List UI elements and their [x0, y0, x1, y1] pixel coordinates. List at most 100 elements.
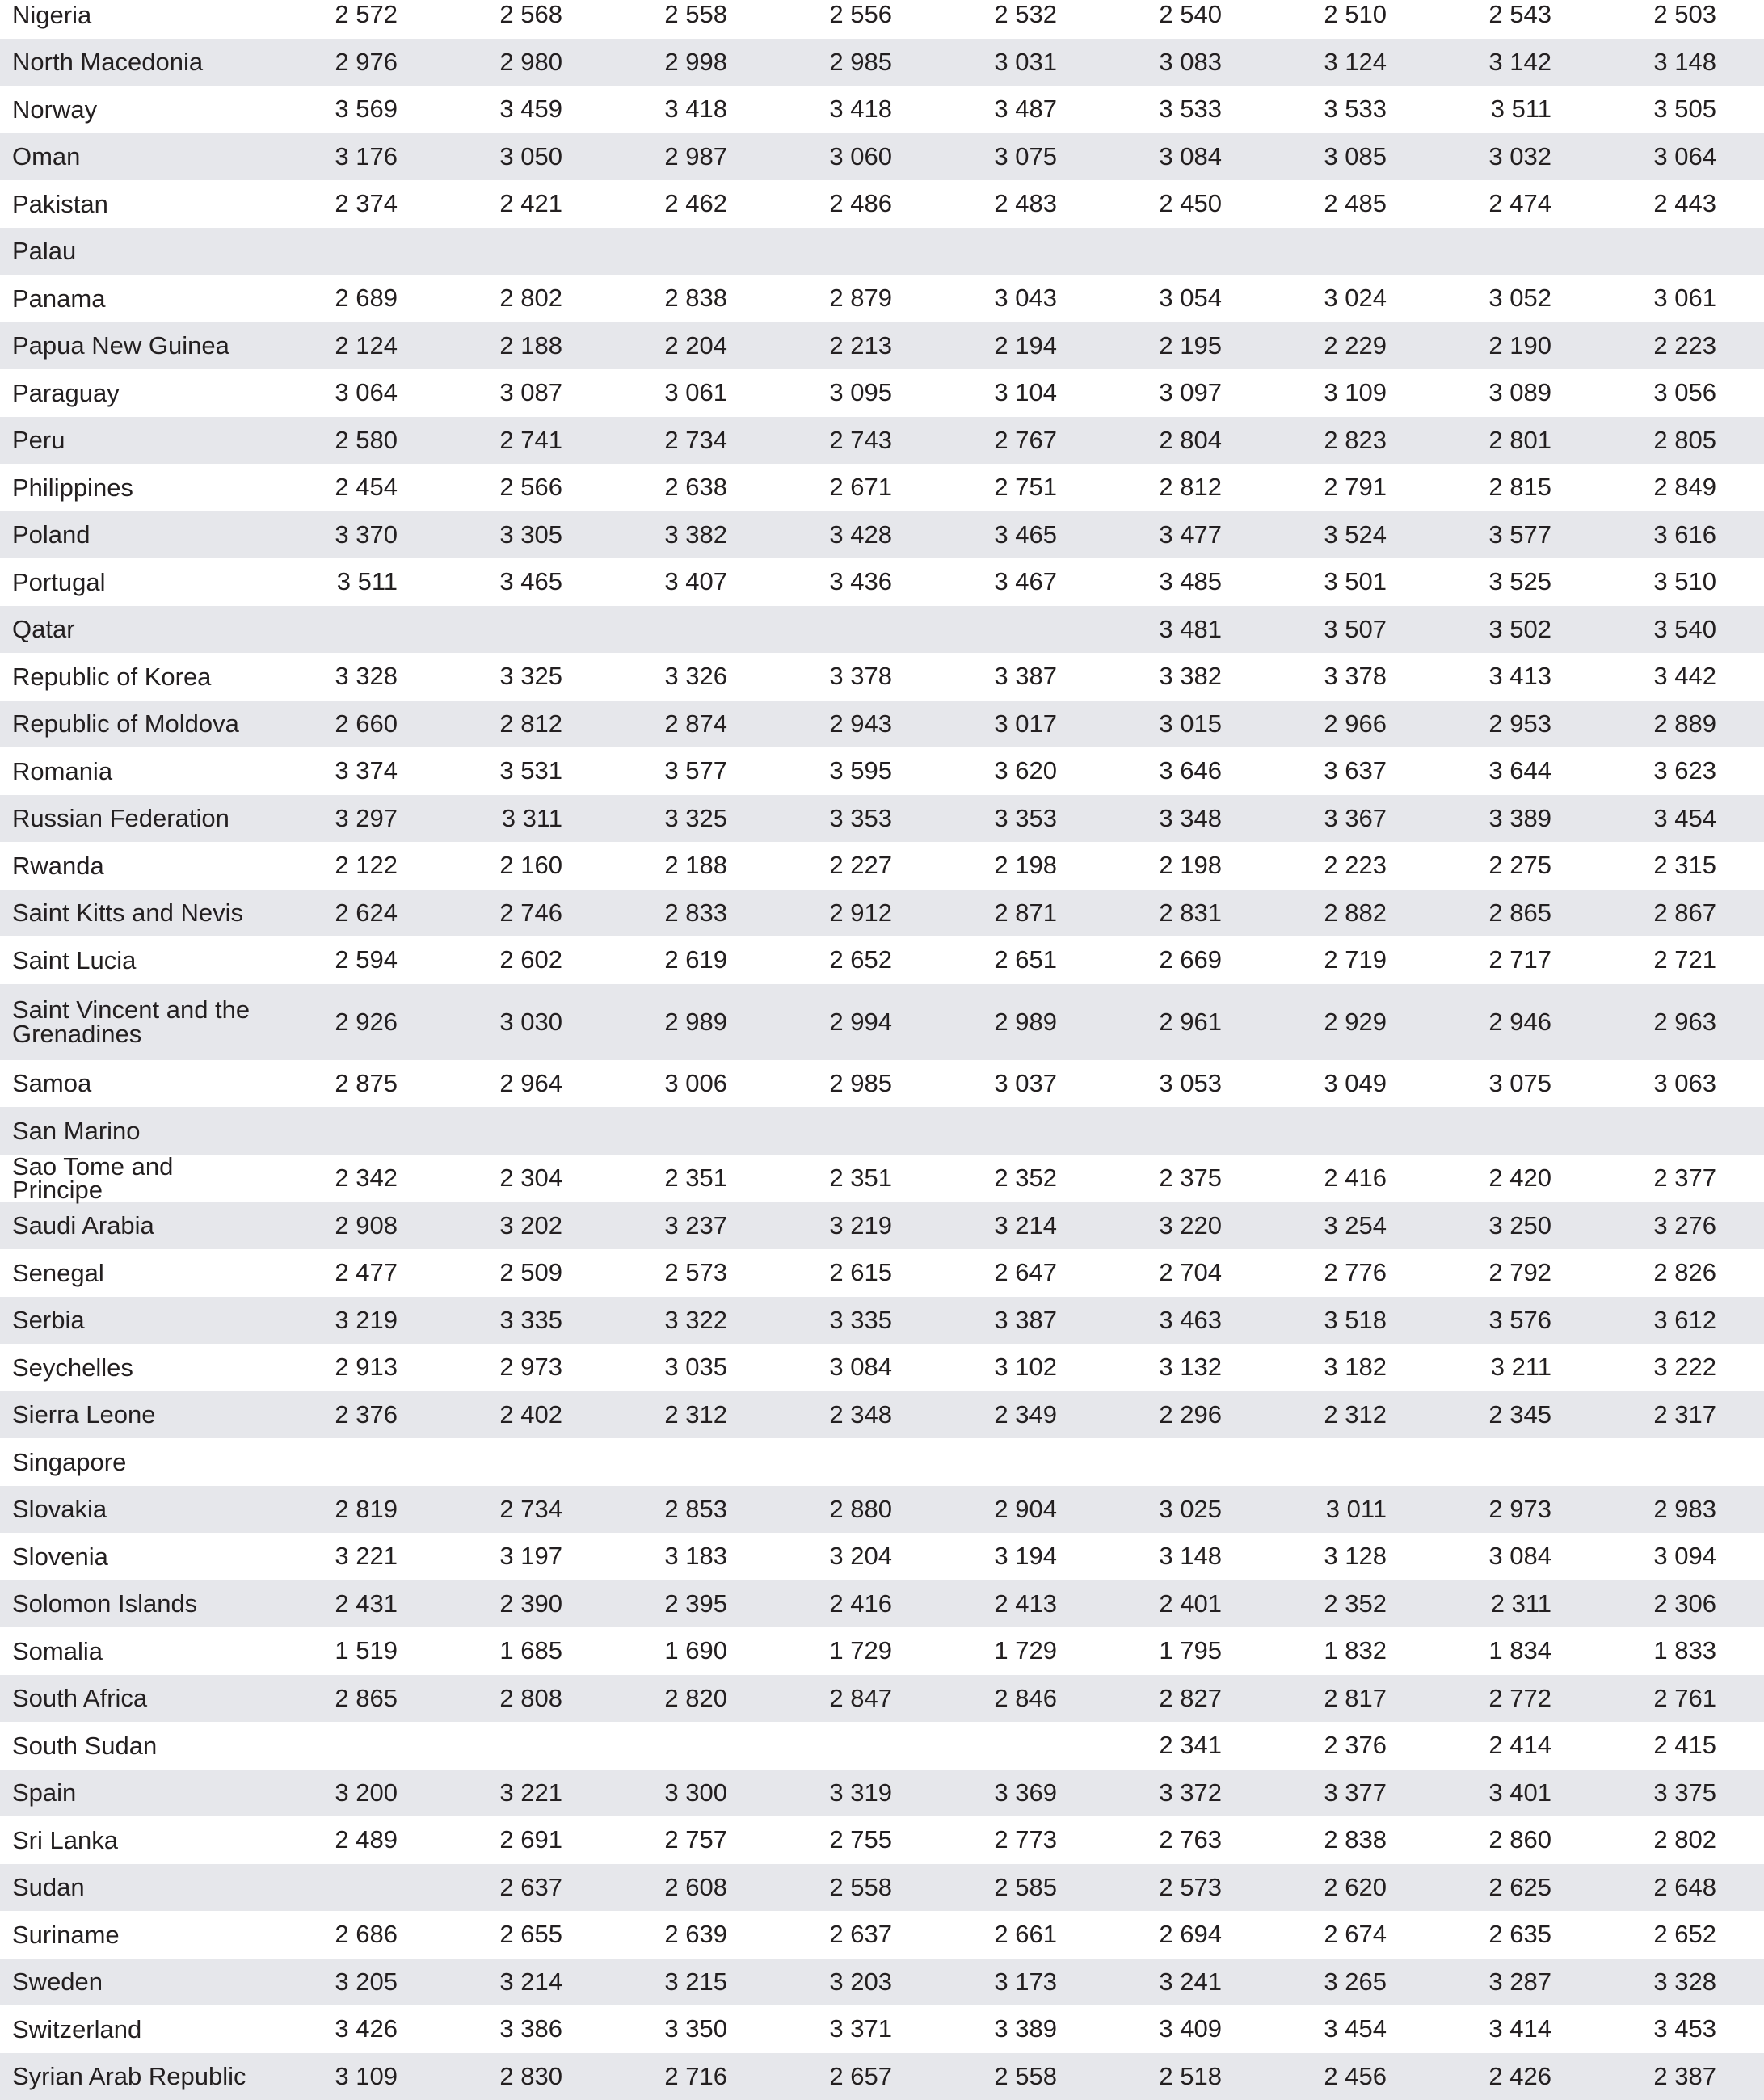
country-cell: Republic of Moldova	[0, 701, 280, 748]
value-cell: 3 035	[664, 1353, 727, 1382]
value-cell: 3 367	[1324, 803, 1387, 832]
value-cell: 1 729	[994, 1636, 1057, 1665]
value-cell: 2 443	[1653, 189, 1716, 218]
value-cell: 2 198	[994, 851, 1057, 880]
value-cell: 2 853	[664, 1494, 727, 1523]
value-cell: 2 638	[664, 473, 727, 502]
value-cell: 2 867	[1653, 898, 1716, 927]
country-cell: Suriname	[0, 1911, 280, 1959]
value-cell: 3 377	[1324, 1778, 1387, 1807]
value-cell: 2 655	[499, 1920, 562, 1949]
value-cell: 2 831	[1159, 898, 1222, 927]
country-name: Sri Lanka	[12, 1825, 118, 1854]
value-cell: 3 063	[1653, 1069, 1716, 1098]
value-cell: 2 624	[335, 898, 398, 927]
value-cell: 2 426	[1488, 2061, 1551, 2090]
value-cell: 3 465	[994, 520, 1057, 549]
table-row: Suriname 2 686 2 655 2 639 2 637 2 661 2 694 2 …	[0, 1911, 1764, 1959]
value-cell: 2 556	[829, 0, 892, 29]
value-cell: 3 300	[664, 1778, 727, 1807]
table-row: Serbia 3 219 3 335 3 322 3 335 3 387 3 463 3 51…	[0, 1296, 1764, 1345]
country-cell: Philippines	[0, 464, 280, 511]
value-cell: 2 989	[994, 1007, 1057, 1036]
value-cell: 3 533	[1324, 95, 1387, 124]
value-cell: 2 619	[664, 945, 727, 974]
value-cell: 2 849	[1653, 473, 1716, 502]
value-cell: 2 912	[829, 898, 892, 927]
value-cell: 2 980	[499, 47, 562, 76]
value-cell: 3 382	[1159, 662, 1222, 691]
value-cell: 2 639	[664, 1920, 727, 1949]
country-cell: Peru	[0, 417, 280, 465]
value-cell: 2 865	[1488, 898, 1551, 927]
country-name: Romania	[12, 756, 113, 785]
value-cell: 3 075	[1488, 1069, 1551, 1098]
value-cell: 3 465	[499, 567, 562, 596]
value-cell: 1 795	[1159, 1636, 1222, 1665]
table-row: South Africa 2 865 2 808 2 820 2 847 2 846 2 8…	[0, 1674, 1764, 1723]
value-cell: 3 211	[1490, 1353, 1551, 1382]
value-cell: 2 776	[1324, 1258, 1387, 1287]
value-cell: 3 182	[1324, 1353, 1387, 1382]
value-cell: 3 124	[1324, 47, 1387, 76]
country-cell: Samoa	[0, 1060, 280, 1108]
value-cell: 2 953	[1488, 709, 1551, 738]
value-cell: 2 674	[1324, 1920, 1387, 1949]
value-cell: 2 345	[1488, 1399, 1551, 1429]
value-cell: 2 826	[1653, 1258, 1716, 1287]
value-cell: 2 755	[829, 1825, 892, 1854]
value-cell: 2 772	[1488, 1683, 1551, 1712]
value-cell: 2 213	[829, 330, 892, 360]
value-cell: 3 148	[1653, 47, 1716, 76]
country-name: Palau	[12, 237, 77, 266]
country-cell: Sao Tome and Principe	[0, 1154, 280, 1202]
country-cell: Sierra Leone	[0, 1391, 280, 1439]
value-cell: 3 132	[1159, 1353, 1222, 1382]
table-row: Sao Tome and Principe 2 342 2 304 2 351 2 35…	[0, 1154, 1764, 1202]
country-cell: South Sudan	[0, 1722, 280, 1770]
table-row: South Sudan 2 341 2 376 2 414 2 415	[0, 1722, 1764, 1770]
country-cell: Palau	[0, 228, 280, 276]
country-cell: Sweden	[0, 1959, 280, 2006]
value-cell: 3 577	[664, 756, 727, 785]
value-cell	[940, 1107, 1105, 1155]
value-cell: 2 694	[1159, 1920, 1222, 1949]
value-cell: 2 874	[664, 709, 727, 738]
value-cell: 3 049	[1324, 1069, 1387, 1098]
value-cell: 3 453	[1653, 2014, 1716, 2043]
country-name: Solomon Islands	[12, 1589, 198, 1618]
value-cell: 2 792	[1488, 1258, 1551, 1287]
value-cell: 3 097	[1159, 378, 1222, 407]
value-cell: 3 064	[1653, 141, 1716, 170]
country-cell: Republic of Korea	[0, 653, 280, 701]
country-cell: Papua New Guinea	[0, 322, 280, 370]
value-cell: 3 148	[1159, 1542, 1222, 1571]
value-cell: 3 569	[335, 95, 398, 124]
value-cell: 2 860	[1488, 1825, 1551, 1854]
country-name: Suriname	[12, 1920, 120, 1949]
country-cell: North Macedonia	[0, 39, 280, 86]
value-cell: 3 197	[499, 1542, 562, 1571]
value-cell: 3 060	[829, 141, 892, 170]
table-row: Spain 3 200 3 221 3 300 3 319 3 369 3 372 3 377…	[0, 1769, 1764, 1817]
value-cell: 2 558	[994, 2061, 1057, 2090]
value-cell: 3 221	[499, 1778, 562, 1807]
country-name: Singapore	[12, 1447, 127, 1476]
value-cell	[775, 1107, 940, 1155]
value-cell	[1269, 1107, 1434, 1155]
value-cell: 1 834	[1488, 1636, 1551, 1665]
value-cell: 2 414	[1488, 1731, 1551, 1760]
table-row: Saint Vincent and the Grenadines 2 926 3 0…	[0, 983, 1764, 1060]
value-cell: 1 832	[1324, 1636, 1387, 1665]
table-row: Saint Lucia 2 594 2 602 2 619 2 652 2 651 2 66…	[0, 936, 1764, 984]
value-cell: 3 194	[994, 1542, 1057, 1571]
value-cell: 2 454	[335, 473, 398, 502]
value-cell: 3 335	[499, 1305, 562, 1334]
value-cell: 3 353	[829, 803, 892, 832]
table-row: Paraguay 3 064 3 087 3 061 3 095 3 104 3 097 3 …	[0, 369, 1764, 417]
value-cell: 3 222	[1653, 1353, 1716, 1382]
country-cell: Seychelles	[0, 1344, 280, 1391]
value-cell: 2 669	[1159, 945, 1222, 974]
value-cell: 3 214	[994, 1210, 1057, 1239]
value-cell: 2 846	[994, 1683, 1057, 1712]
